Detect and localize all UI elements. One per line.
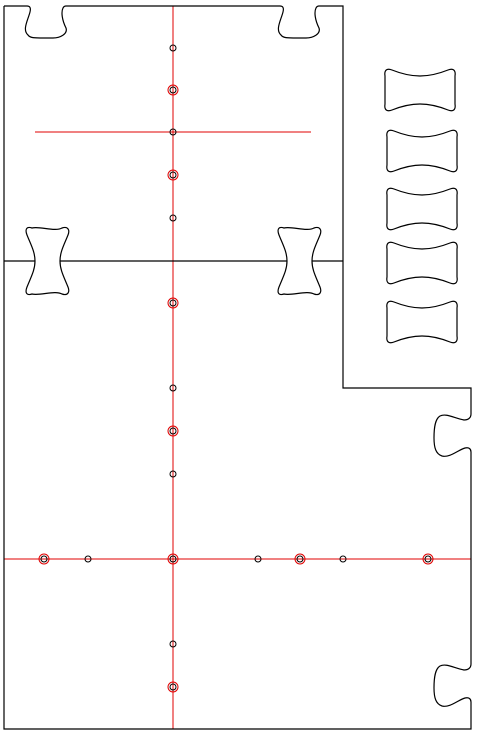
lower-panel-outline: [3, 6, 472, 730]
target-hole: [167, 297, 179, 309]
holes: [38, 44, 434, 693]
upper-panel-outline: [4, 5, 344, 261]
bowtie-joint-left: [25, 226, 70, 296]
target-hole: [294, 553, 306, 565]
divider-joints: [25, 226, 322, 296]
hole: [169, 470, 177, 478]
target-hole: [167, 169, 179, 181]
target-hole: [167, 681, 179, 693]
target-hole: [38, 553, 50, 565]
target-hole: [167, 425, 179, 437]
hole: [169, 384, 177, 392]
panel-outlines: [3, 5, 472, 730]
hole: [169, 44, 177, 52]
target-hole: [167, 553, 179, 565]
hole: [169, 640, 177, 648]
hole: [169, 214, 177, 222]
bowtie-piece-3: [386, 187, 458, 231]
bowtie-piece-2: [386, 129, 458, 173]
hole: [84, 555, 92, 563]
bowtie-piece-4: [386, 241, 458, 285]
target-hole: [422, 553, 434, 565]
hole: [169, 128, 177, 136]
hole: [254, 555, 262, 563]
guide-lines: [4, 6, 471, 729]
hole: [339, 555, 347, 563]
target-hole: [167, 84, 179, 96]
bowtie-piece-5: [386, 300, 458, 344]
bowtie-piece-1: [384, 68, 456, 112]
bowtie-joint-right: [277, 226, 322, 296]
loose-bowtie-pieces: [384, 68, 458, 344]
